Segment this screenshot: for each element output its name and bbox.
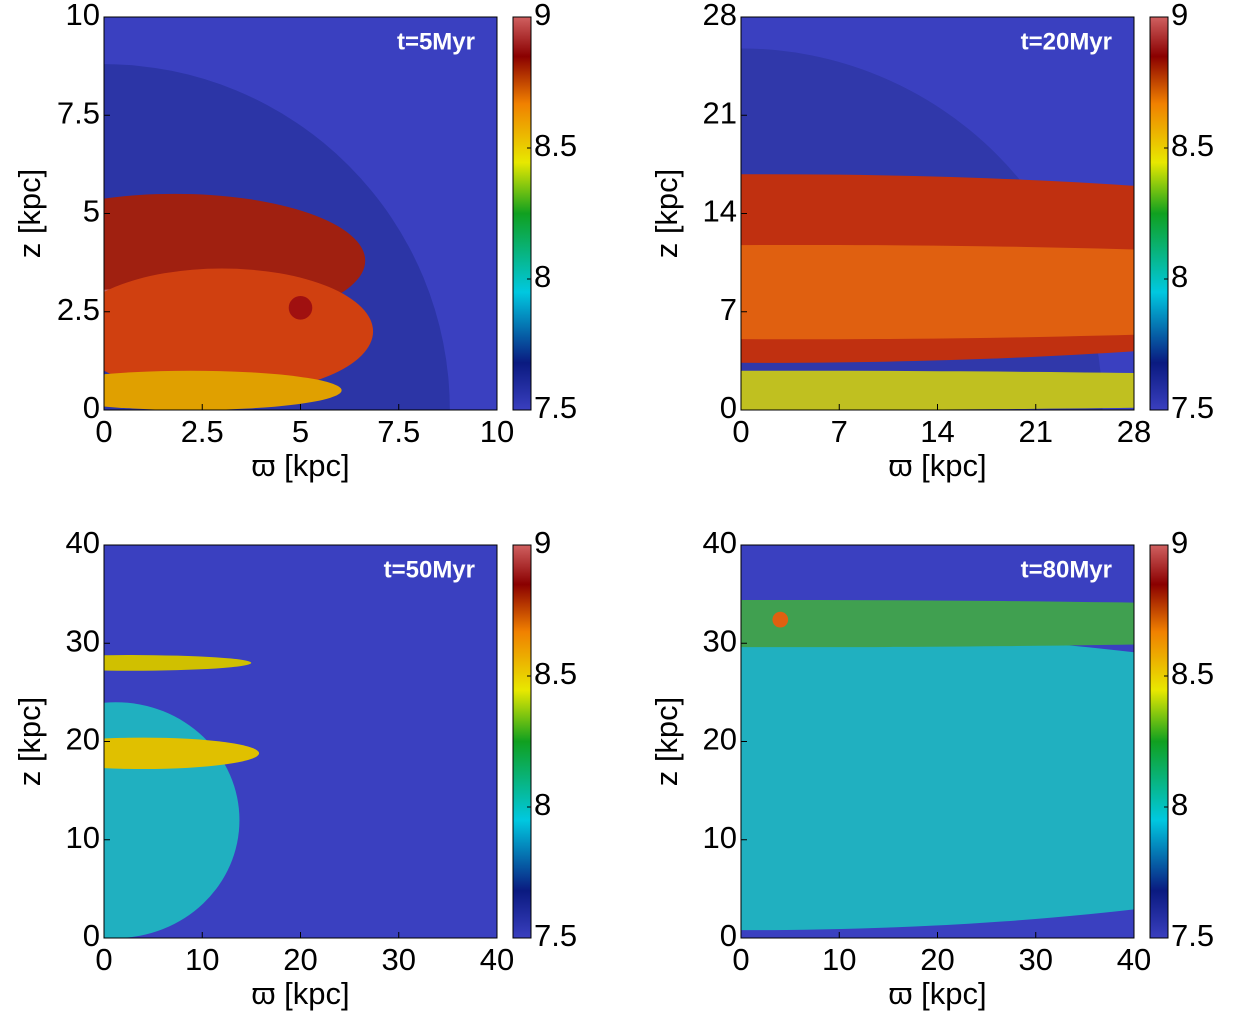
y-tick-label: 10 bbox=[66, 820, 100, 855]
colorbar-tick-label: 8 bbox=[534, 787, 551, 822]
y-axis-label: z [kpc] bbox=[649, 169, 684, 259]
x-tick-label: 30 bbox=[1019, 942, 1053, 977]
panel-title: t=50Myr bbox=[384, 556, 475, 583]
field bbox=[741, 48, 1134, 410]
y-axis-label: z [kpc] bbox=[12, 697, 47, 787]
flow-feature bbox=[104, 370, 342, 410]
field bbox=[104, 64, 450, 410]
colorbar-tick-label: 7.5 bbox=[534, 390, 577, 425]
y-tick-label: 20 bbox=[66, 722, 100, 757]
flow-feature bbox=[741, 244, 1134, 340]
flow-feature bbox=[741, 631, 1134, 931]
x-axis-label: ϖ [kpc] bbox=[251, 448, 349, 483]
colorbar bbox=[512, 544, 532, 939]
flow-feature bbox=[741, 600, 1134, 648]
colorbar bbox=[512, 16, 532, 411]
colorbar-tick-label: 9 bbox=[534, 525, 551, 560]
y-tick-label: 2.5 bbox=[57, 292, 100, 327]
y-tick-label: 0 bbox=[83, 918, 100, 953]
y-tick-label: 20 bbox=[703, 722, 737, 757]
colorbar bbox=[1149, 544, 1169, 939]
flow-feature bbox=[104, 737, 260, 770]
x-tick-label: 20 bbox=[920, 942, 954, 977]
y-axis-label: z [kpc] bbox=[12, 169, 47, 259]
x-axis-label: ϖ [kpc] bbox=[251, 976, 349, 1011]
y-tick-label: 0 bbox=[720, 390, 737, 425]
y-tick-label: 7.5 bbox=[57, 95, 100, 130]
field bbox=[741, 600, 1134, 931]
x-tick-label: 0 bbox=[732, 414, 749, 449]
panel-title: t=5Myr bbox=[397, 28, 475, 55]
y-tick-label: 0 bbox=[83, 390, 100, 425]
colorbar-tick-label: 8.5 bbox=[534, 656, 577, 691]
x-tick-label: 10 bbox=[822, 942, 856, 977]
flow-feature bbox=[288, 296, 313, 320]
x-tick-label: 0 bbox=[95, 414, 112, 449]
x-tick-label: 28 bbox=[1117, 414, 1151, 449]
colorbar-tick-label: 9 bbox=[1171, 0, 1188, 32]
x-tick-label: 10 bbox=[185, 942, 219, 977]
colorbar-tick-label: 9 bbox=[534, 0, 551, 32]
y-tick-label: 21 bbox=[703, 95, 737, 130]
colorbar-tick-label: 8 bbox=[534, 259, 551, 294]
colorbar-tick-label: 8.5 bbox=[534, 128, 577, 163]
x-axis-label: ϖ [kpc] bbox=[888, 976, 986, 1011]
x-tick-label: 0 bbox=[732, 942, 749, 977]
flow-feature bbox=[772, 611, 789, 628]
y-tick-label: 30 bbox=[66, 623, 100, 658]
panel-title: t=20Myr bbox=[1021, 28, 1112, 55]
y-tick-label: 14 bbox=[703, 194, 737, 229]
colorbar-tick-label: 7.5 bbox=[1171, 918, 1214, 953]
x-tick-label: 21 bbox=[1019, 414, 1053, 449]
colorbar-tick-label: 8.5 bbox=[1171, 656, 1214, 691]
flow-feature bbox=[741, 370, 1134, 410]
flow-feature bbox=[104, 655, 252, 671]
y-tick-label: 7 bbox=[720, 292, 737, 327]
x-tick-label: 40 bbox=[480, 942, 514, 977]
x-tick-label: 20 bbox=[283, 942, 317, 977]
y-tick-label: 0 bbox=[720, 918, 737, 953]
field bbox=[104, 655, 260, 938]
x-tick-label: 7.5 bbox=[377, 414, 420, 449]
x-tick-label: 40 bbox=[1117, 942, 1151, 977]
y-tick-label: 10 bbox=[703, 820, 737, 855]
y-tick-label: 10 bbox=[66, 0, 100, 32]
x-tick-label: 30 bbox=[382, 942, 416, 977]
panel-title: t=80Myr bbox=[1021, 556, 1112, 583]
y-tick-label: 5 bbox=[83, 194, 100, 229]
colorbar-tick-label: 8 bbox=[1171, 787, 1188, 822]
x-tick-label: 0 bbox=[95, 942, 112, 977]
x-tick-label: 10 bbox=[480, 414, 514, 449]
colorbar-tick-label: 8.5 bbox=[1171, 128, 1214, 163]
x-tick-label: 14 bbox=[920, 414, 954, 449]
y-axis-label: z [kpc] bbox=[649, 697, 684, 787]
x-tick-label: 7 bbox=[831, 414, 848, 449]
colorbar-tick-label: 8 bbox=[1171, 259, 1188, 294]
colorbar-tick-label: 9 bbox=[1171, 525, 1188, 560]
y-tick-label: 40 bbox=[66, 525, 100, 560]
x-tick-label: 5 bbox=[292, 414, 309, 449]
y-tick-label: 40 bbox=[703, 525, 737, 560]
y-tick-label: 30 bbox=[703, 623, 737, 658]
colorbar-tick-label: 7.5 bbox=[534, 918, 577, 953]
x-axis-label: ϖ [kpc] bbox=[888, 448, 986, 483]
colorbar bbox=[1149, 16, 1169, 411]
colorbar-tick-label: 7.5 bbox=[1171, 390, 1214, 425]
y-tick-label: 28 bbox=[703, 0, 737, 32]
x-tick-label: 2.5 bbox=[181, 414, 224, 449]
